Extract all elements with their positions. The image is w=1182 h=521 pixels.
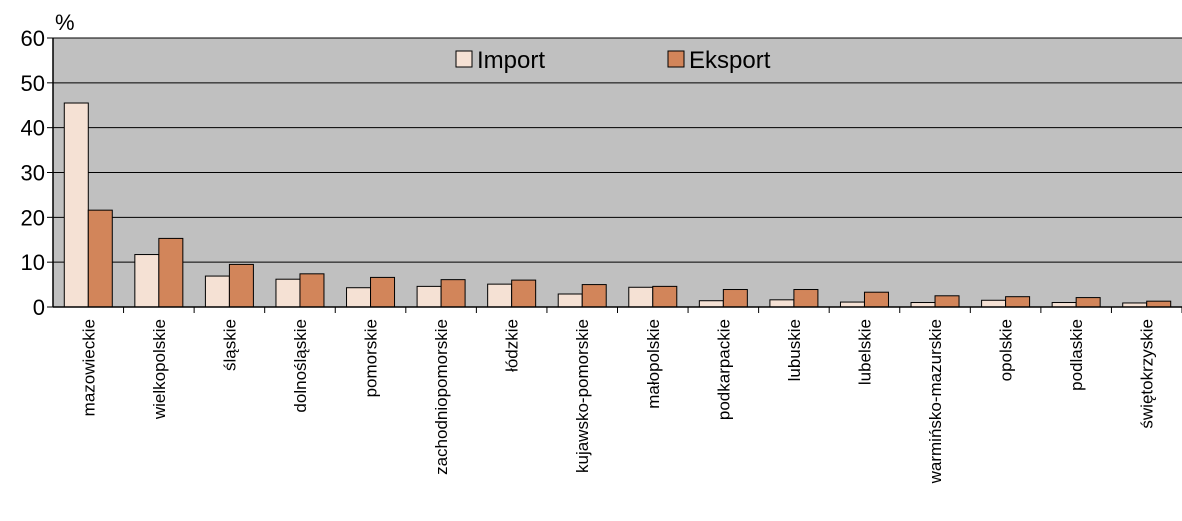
bar-eksport xyxy=(581,284,607,308)
x-tick-label: podkarpackie xyxy=(714,319,733,420)
x-tick-label: podlaskie xyxy=(1067,319,1086,391)
x-tick-label: mazowieckie xyxy=(79,319,98,416)
bars xyxy=(63,102,1172,308)
bar-eksport xyxy=(722,289,748,308)
bar-import xyxy=(416,285,442,308)
bar-import xyxy=(981,299,1007,308)
bar-import xyxy=(557,293,583,308)
bar-import xyxy=(275,278,301,308)
y-tick-label: 20 xyxy=(21,205,45,230)
y-tick-label: 60 xyxy=(21,26,45,51)
x-tick-labels: mazowieckie wielkopolskie śląskie dolnośląs… xyxy=(79,319,1156,484)
y-tick-labels: 0 10 20 30 40 50 60 xyxy=(21,26,45,320)
x-tick-label: łódzkie xyxy=(503,319,522,372)
x-tick-label: wielkopolskie xyxy=(150,319,169,420)
bar-import xyxy=(204,275,230,308)
bar-import xyxy=(698,300,724,308)
bar-import xyxy=(63,102,89,308)
y-tick-label: 0 xyxy=(33,295,45,320)
bar-eksport xyxy=(228,263,254,308)
y-axis-unit-label: % xyxy=(55,10,75,35)
x-tick-label: kujawsko-pomorskie xyxy=(573,319,592,473)
bar-eksport xyxy=(934,295,960,308)
bar-eksport xyxy=(863,291,889,308)
bar-eksport xyxy=(1005,296,1031,308)
legend-swatch-eksport xyxy=(667,50,685,68)
bar-eksport xyxy=(87,209,113,308)
bar-eksport xyxy=(158,237,184,308)
bar-import xyxy=(346,287,372,308)
x-tick-label: opolskie xyxy=(997,319,1016,381)
y-tick-label: 40 xyxy=(21,116,45,141)
x-tick-label: pomorskie xyxy=(362,319,381,397)
x-tick-label: śląskie xyxy=(220,319,239,371)
y-tick-label: 10 xyxy=(21,250,45,275)
y-tick-label: 30 xyxy=(21,161,45,186)
x-tick-label: warmińsko-mazurskie xyxy=(926,319,945,484)
bar-eksport xyxy=(793,289,819,308)
axes xyxy=(52,38,1182,313)
legend: Import Eksport xyxy=(455,47,771,74)
bar-eksport xyxy=(1075,297,1101,308)
legend-label-eksport: Eksport xyxy=(689,47,771,74)
x-tick-label: lubelskie xyxy=(855,319,874,385)
bar-eksport xyxy=(1146,300,1172,308)
x-tick-label: lubuskie xyxy=(785,319,804,381)
x-tick-label: zachodniopomorskie xyxy=(432,319,451,475)
bar-eksport xyxy=(440,279,466,308)
y-tick-label: 50 xyxy=(21,71,45,96)
bar-eksport xyxy=(511,279,537,308)
bar-import xyxy=(487,283,513,308)
x-tick-label: świętokrzyskie xyxy=(1138,319,1157,429)
legend-label-import: Import xyxy=(477,47,545,74)
x-tick-label: dolnośląskie xyxy=(291,319,310,413)
bar-import xyxy=(769,299,795,308)
x-tick-label: małopolskie xyxy=(644,319,663,409)
bar-import xyxy=(134,254,160,308)
bar-eksport xyxy=(652,285,678,308)
bar-eksport xyxy=(299,273,325,308)
bar-eksport xyxy=(370,276,396,308)
legend-swatch-import xyxy=(455,50,473,68)
bar-import xyxy=(628,286,654,308)
